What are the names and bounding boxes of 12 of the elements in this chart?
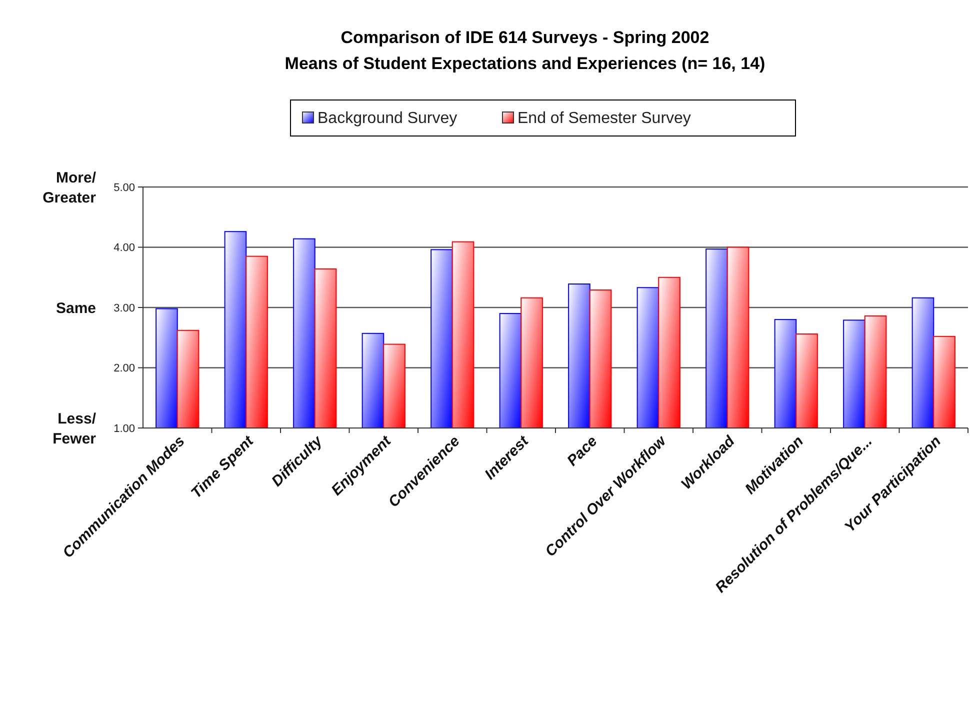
chart-subtitle: Means of Student Expectations and Experiences (n= 16, 14) <box>284 54 766 73</box>
legend-label: Background Survey <box>318 110 458 127</box>
chart-title: Comparison of IDE 614 Surveys - Spring 2002 <box>340 28 710 47</box>
legend-label: End of Semester Survey <box>518 110 691 127</box>
y-tick-label: 4.00 <box>114 242 135 254</box>
text: More/ Greater <box>42 169 97 206</box>
text: Same <box>56 300 96 317</box>
y-tick-label: 3.00 <box>114 302 135 314</box>
text: Less/ Fewer <box>52 410 97 448</box>
y-tick-label: 5.00 <box>114 182 135 194</box>
y-tick-label: 2.00 <box>114 362 135 375</box>
y-tick-label: 1.00 <box>114 422 135 435</box>
